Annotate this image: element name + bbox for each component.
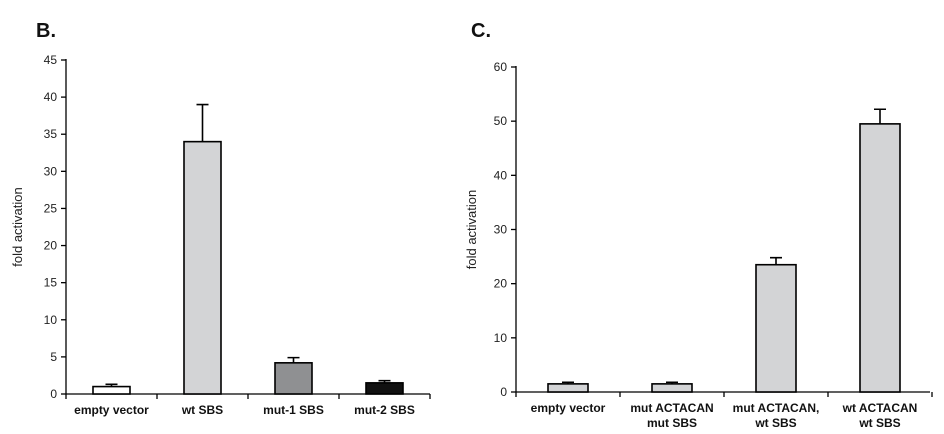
x-category-label: empty vector [74,403,149,417]
y-tick-label: 25 [44,201,58,215]
y-tick-label: 10 [44,313,58,327]
x-category-label-line: wt SBS [181,403,223,417]
y-tick-label: 30 [44,164,58,178]
x-category-label: mut-2 SBS [354,403,415,417]
y-tick-label: 10 [494,331,508,345]
error-bar [562,381,574,384]
y-tick-label: 45 [44,53,58,67]
x-category-label: mut-1 SBS [263,403,324,417]
error-bar [874,108,886,124]
panel-label: C. [471,20,491,42]
y-tick-label: 40 [44,90,58,104]
y-tick-label: 0 [500,385,507,399]
y-tick-label: 35 [44,127,58,141]
x-category-label-line: mut-1 SBS [263,403,324,417]
x-category-label: wt SBS [181,403,223,417]
bar [183,140,222,395]
error-bar [666,381,678,384]
bar [547,383,589,393]
x-category-label: mut ACTACAN mut SBS [630,401,713,430]
y-tick-label: 20 [44,239,58,253]
y-tick-label: 20 [494,277,508,291]
error-bar [378,379,391,383]
x-category-label-line: mut SBS [647,416,697,430]
error-bar [287,356,300,363]
y-tick-label: 0 [50,387,57,401]
bar [92,385,131,395]
bar [365,382,404,395]
y-tick-label: 40 [494,168,508,182]
y-tick-label: 15 [44,276,58,290]
y-tick-label: 5 [50,350,57,364]
chart-panel-1: C. 0 10 20 30 40 50 60 fold activation empty vect… [464,20,933,430]
bar [274,362,313,395]
y-axis-title: fold activation [464,190,479,270]
error-bar [105,383,118,387]
error-bar [196,103,209,142]
error-bar [770,256,782,265]
x-category-label-line: mut ACTACAN [630,401,713,415]
x-category-label-line: wt SBS [858,416,900,430]
bar [651,383,693,393]
y-tick-label: 30 [494,223,508,237]
x-category-label: empty vector [531,401,606,415]
x-category-label-line: mut ACTACAN, [733,401,820,415]
y-tick-label: 60 [494,60,508,74]
y-tick-label: 50 [494,114,508,128]
chart-panel-0: B. 0 5 10 15 20 25 30 35 40 45 fold activation empty… [10,20,431,417]
x-category-label-line: empty vector [531,401,606,415]
bar [755,263,797,393]
y-axis-title: fold activation [10,187,25,267]
x-category-label-line: mut-2 SBS [354,403,415,417]
x-category-label-line: wt SBS [754,416,796,430]
x-category-label-line: wt ACTACAN [842,401,918,415]
x-category-label: mut ACTACAN, wt SBS [733,401,820,430]
bar [859,123,901,393]
panel-label: B. [36,20,56,42]
x-category-label-line: empty vector [74,403,149,417]
x-category-label: wt ACTACAN wt SBS [842,401,918,430]
